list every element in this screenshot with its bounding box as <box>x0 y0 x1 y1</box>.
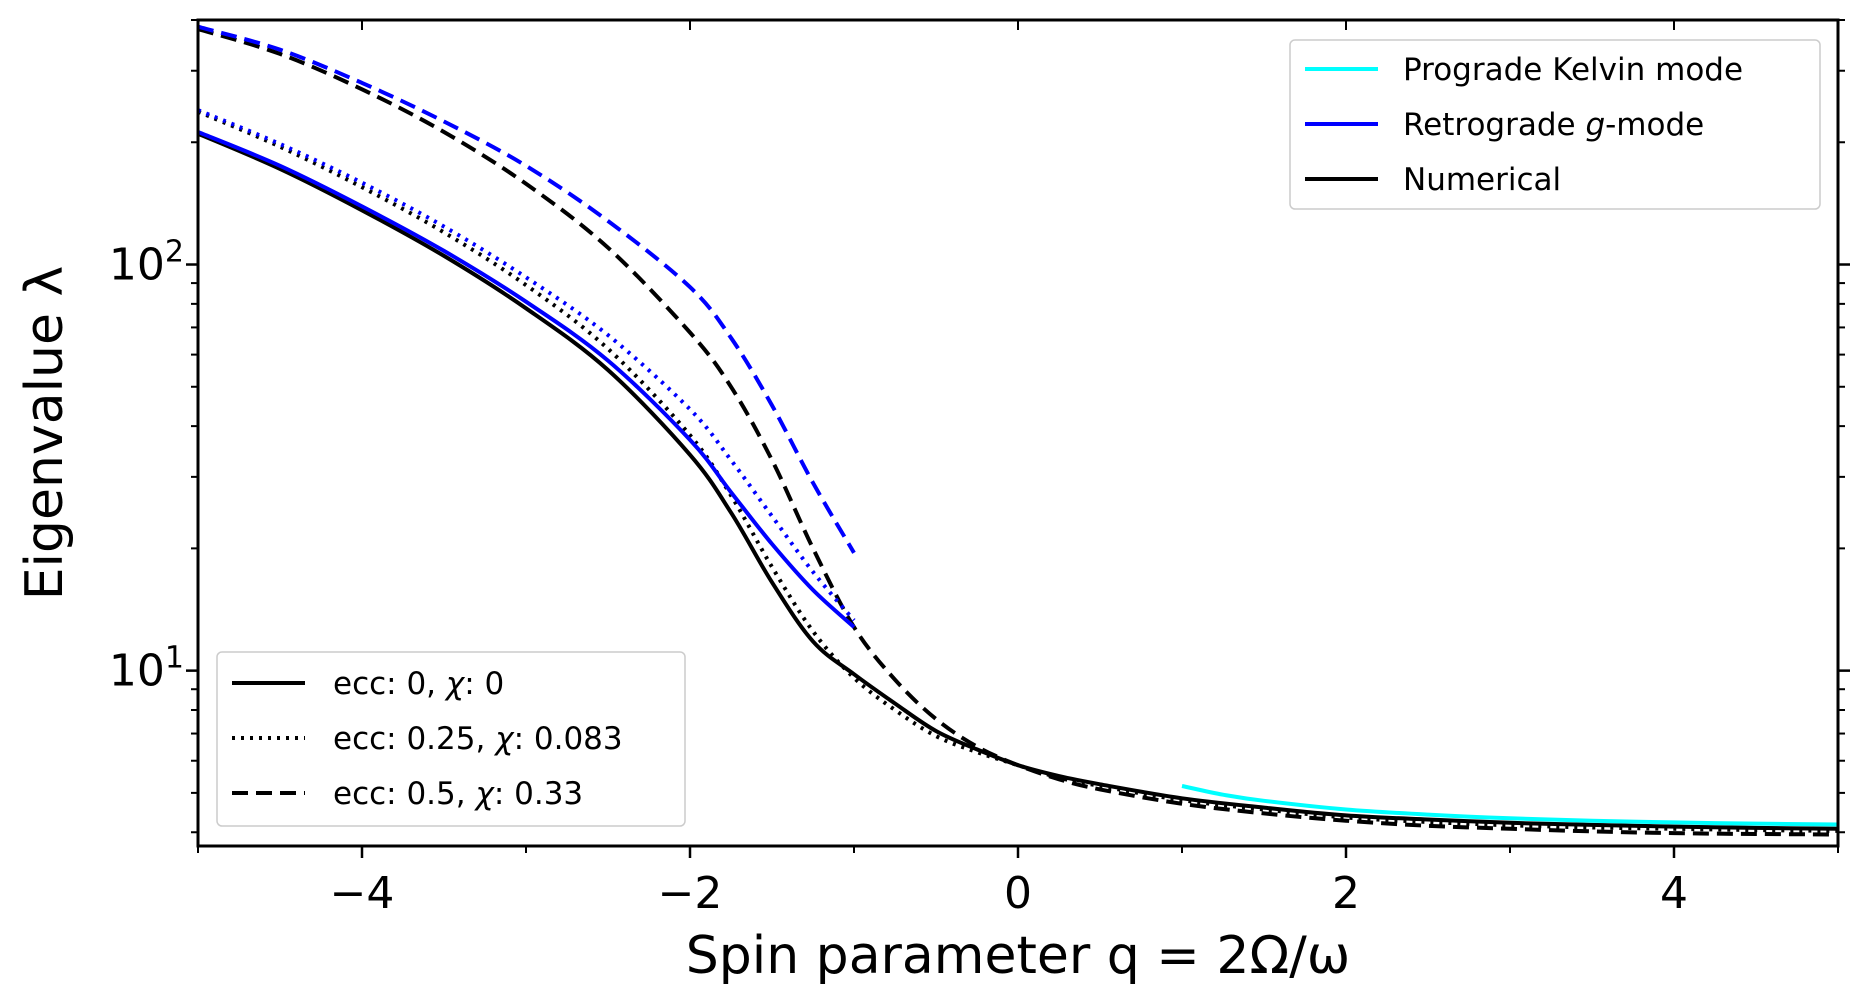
plot-frame <box>196 18 1840 848</box>
legend-color-label: Numerical <box>1403 162 1561 198</box>
legend-style-box <box>216 651 686 827</box>
series-line-1 <box>198 109 1838 833</box>
x-axis-label: Spin parameter q = 2Ω/ω <box>686 926 1351 986</box>
x-tick-label: 2 <box>1332 868 1360 919</box>
x-tick-label: 4 <box>1660 868 1688 919</box>
y-tick-label: 101 <box>109 641 184 697</box>
x-tick-label: −2 <box>658 868 723 919</box>
axis-ticks: −4 −2 0 2 4 101 102 <box>109 19 1850 919</box>
series-layer <box>198 24 1838 837</box>
legend-color-label: Retrograde g-mode <box>1403 107 1704 143</box>
x-tick-label: 0 <box>1004 868 1032 919</box>
series-line-3 <box>198 130 856 629</box>
legend-style-label: ecc: 0, χ: 0 <box>333 666 504 702</box>
legend-color-box <box>1289 39 1821 210</box>
legend-color: Prograde Kelvin mode Retrograde g-mode Num… <box>1289 39 1821 210</box>
y-axis-label: Eigenvalue λ <box>15 266 75 601</box>
legend-style: ecc: 0, χ: 0 ecc: 0.25, χ: 0.083 ecc: 0.5,… <box>216 651 686 827</box>
series-line-4 <box>198 108 856 622</box>
x-tick-label: −4 <box>330 868 395 919</box>
y-tick-label: 102 <box>109 235 184 291</box>
series-line-6 <box>1181 784 1838 827</box>
legend-style-label: ecc: 0.5, χ: 0.33 <box>333 776 583 812</box>
legend-color-label: Prograde Kelvin mode <box>1403 52 1743 88</box>
series-line-0 <box>198 131 1838 831</box>
series-line-2 <box>198 27 1838 837</box>
series-line-5 <box>198 24 856 554</box>
legend-style-label: ecc: 0.25, χ: 0.083 <box>333 721 623 757</box>
